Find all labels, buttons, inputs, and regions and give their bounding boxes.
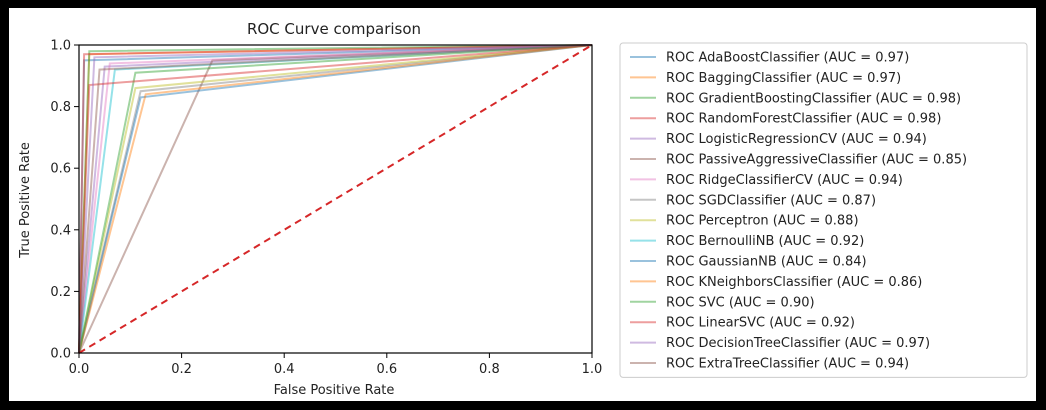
legend-entry-label: ROC RidgeClassifierCV (AUC = 0.94) [666, 173, 903, 188]
x-tick-label: 0.6 [376, 362, 397, 377]
legend-entry-label: ROC KNeighborsClassifier (AUC = 0.86) [666, 275, 922, 290]
roc-series-line-5 [78, 44, 593, 354]
legend-entry-label: ROC SGDClassifier (AUC = 0.87) [666, 193, 876, 208]
legend-entry-label: ROC BernoulliNB (AUC = 0.92) [666, 234, 864, 249]
y-tick-label: 0.6 [50, 162, 71, 177]
legend-entry-label: ROC GradientBoostingClassifier (AUC = 0.… [666, 91, 961, 106]
legend-entry-label: ROC RandomForestClassifier (AUC = 0.98) [666, 112, 941, 127]
roc-series-line-4 [78, 44, 593, 354]
chart-panel: ROC Curve comparison False Positive Rate… [9, 8, 1036, 401]
plot-area: 0.0 0.2 0.4 0.6 0.8 1.0 0.0 0.2 0.4 0.6 0.8 1.0 [50, 39, 602, 378]
legend: ROC AdaBoostClassifier (AUC = 0.97) ROC B… [619, 42, 1028, 378]
roc-series-line-1 [78, 44, 593, 354]
legend-entry-label: ROC SVC (AUC = 0.90) [666, 295, 815, 310]
x-tick-label: 0.4 [274, 362, 295, 377]
legend-entry-label: ROC ExtraTreeClassifier (AUC = 0.94) [666, 357, 909, 372]
roc-series-line-9 [78, 44, 593, 354]
roc-series-line-10 [78, 44, 593, 354]
y-tick-label: 0.8 [50, 100, 71, 115]
legend-entry-label: ROC GaussianNB (AUC = 0.84) [666, 255, 867, 270]
y-axis-label: True Positive Rate [18, 142, 33, 259]
legend-entry-label: ROC LinearSVC (AUC = 0.92) [666, 316, 855, 331]
chart-title: ROC Curve comparison [247, 20, 421, 38]
y-tick-label: 0.0 [50, 347, 71, 362]
roc-chart: ROC Curve comparison False Positive Rate… [18, 20, 1028, 398]
roc-series-line-3 [78, 44, 593, 354]
roc-series-line-2 [78, 44, 593, 354]
roc-series-line-16 [78, 44, 593, 354]
legend-entry-label: ROC BaggingClassifier (AUC = 0.97) [666, 71, 901, 86]
y-tick-label: 1.0 [50, 39, 71, 54]
x-tick-label: 1.0 [582, 362, 603, 377]
legend-entry-label: ROC PassiveAggressiveClassifier (AUC = 0… [666, 153, 967, 168]
chance-diagonal-line [78, 44, 593, 354]
roc-series-line-11 [78, 44, 593, 354]
y-tick-label: 0.2 [50, 285, 71, 300]
x-tick-label: 0.2 [171, 362, 192, 377]
roc-series-line-8 [78, 44, 593, 354]
roc-series-line-14 [78, 44, 593, 354]
x-tick-label: 0.0 [69, 362, 90, 377]
roc-series-line-6 [78, 44, 593, 354]
legend-entry-label: ROC LogisticRegressionCV (AUC = 0.94) [666, 132, 927, 147]
y-tick-label: 0.4 [50, 223, 71, 238]
legend-entry-label: ROC DecisionTreeClassifier (AUC = 0.97) [666, 336, 930, 351]
roc-series-line-12 [78, 44, 593, 354]
legend-entry-label: ROC AdaBoostClassifier (AUC = 0.97) [666, 51, 909, 66]
x-axis-label: False Positive Rate [274, 383, 395, 398]
plot-frame [78, 44, 593, 354]
roc-series-line-7 [78, 44, 593, 354]
legend-box [619, 42, 1028, 378]
legend-entry-label: ROC Perceptron (AUC = 0.88) [666, 214, 859, 229]
roc-series-line-15 [78, 44, 593, 354]
x-tick-label: 0.8 [479, 362, 500, 377]
roc-series-line-13 [78, 44, 593, 354]
